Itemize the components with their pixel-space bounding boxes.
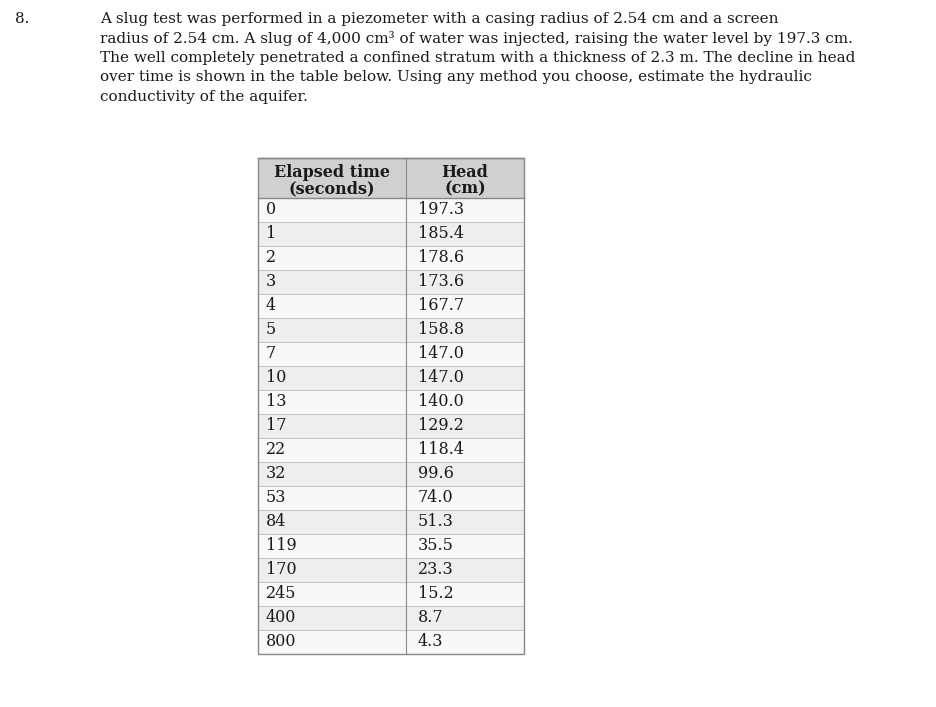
Text: 170: 170 [266, 561, 297, 578]
Text: The well completely penetrated a confined stratum with a thickness of 2.3 m. The: The well completely penetrated a confine… [100, 51, 856, 65]
Bar [258, 390, 524, 414]
Bar [258, 510, 524, 534]
Bar [258, 318, 524, 342]
Text: 51.3: 51.3 [418, 513, 454, 530]
Text: 22: 22 [266, 441, 286, 459]
Text: 4: 4 [266, 298, 276, 315]
Text: 140.0: 140.0 [418, 394, 463, 411]
Bar [258, 222, 524, 246]
Text: 99.6: 99.6 [418, 465, 454, 482]
Text: 32: 32 [266, 465, 286, 482]
Text: 0: 0 [266, 201, 276, 218]
Bar [258, 582, 524, 606]
Text: 800: 800 [266, 633, 297, 650]
Text: 17: 17 [266, 418, 286, 435]
Bar [258, 558, 524, 582]
Text: 53: 53 [266, 489, 286, 506]
Bar [258, 486, 524, 510]
Bar [258, 534, 524, 558]
Text: 1: 1 [266, 226, 276, 243]
Text: 4.3: 4.3 [418, 633, 444, 650]
Text: (seconds): (seconds) [288, 180, 375, 197]
Bar [258, 630, 524, 654]
Text: 5: 5 [266, 322, 276, 339]
Text: Elapsed time: Elapsed time [274, 164, 390, 181]
Text: 74.0: 74.0 [418, 489, 454, 506]
Text: 35.5: 35.5 [418, 537, 454, 554]
Text: 10: 10 [266, 370, 286, 387]
Text: 173.6: 173.6 [418, 274, 464, 291]
Text: 118.4: 118.4 [418, 441, 464, 459]
Text: 2: 2 [266, 250, 276, 267]
Text: 147.0: 147.0 [418, 370, 464, 387]
Bar [258, 414, 524, 438]
Bar [258, 158, 524, 198]
Text: (cm): (cm) [445, 180, 486, 197]
Text: 147.0: 147.0 [418, 346, 464, 363]
Text: conductivity of the aquifer.: conductivity of the aquifer. [100, 90, 308, 104]
Text: 197.3: 197.3 [418, 201, 464, 218]
Text: 15.2: 15.2 [418, 585, 454, 602]
Text: 23.3: 23.3 [418, 561, 454, 578]
Text: 8.7: 8.7 [418, 609, 444, 626]
Text: 400: 400 [266, 609, 297, 626]
Bar [258, 342, 524, 366]
Text: 3: 3 [266, 274, 276, 291]
Bar [258, 366, 524, 390]
Text: 129.2: 129.2 [418, 418, 464, 435]
Bar [258, 294, 524, 318]
Text: 245: 245 [266, 585, 297, 602]
Bar [258, 158, 524, 654]
Bar [258, 606, 524, 630]
Text: Head: Head [442, 164, 489, 181]
Text: 7: 7 [266, 346, 276, 363]
Text: 13: 13 [266, 394, 286, 411]
Bar [258, 270, 524, 294]
Text: radius of 2.54 cm. A slug of 4,000 cm³ of water was injected, raising the water : radius of 2.54 cm. A slug of 4,000 cm³ o… [100, 32, 853, 47]
Bar [258, 198, 524, 222]
Bar [258, 246, 524, 270]
Text: 119: 119 [266, 537, 297, 554]
Text: 8.: 8. [15, 12, 29, 26]
Bar [258, 438, 524, 462]
Text: over time is shown in the table below. Using any method you choose, estimate the: over time is shown in the table below. U… [100, 71, 812, 85]
Text: 84: 84 [266, 513, 286, 530]
Text: 178.6: 178.6 [418, 250, 464, 267]
Bar [258, 462, 524, 486]
Text: 158.8: 158.8 [418, 322, 464, 339]
Text: 167.7: 167.7 [418, 298, 464, 315]
Text: 185.4: 185.4 [418, 226, 464, 243]
Text: A slug test was performed in a piezometer with a casing radius of 2.54 cm and a : A slug test was performed in a piezomete… [100, 12, 779, 26]
